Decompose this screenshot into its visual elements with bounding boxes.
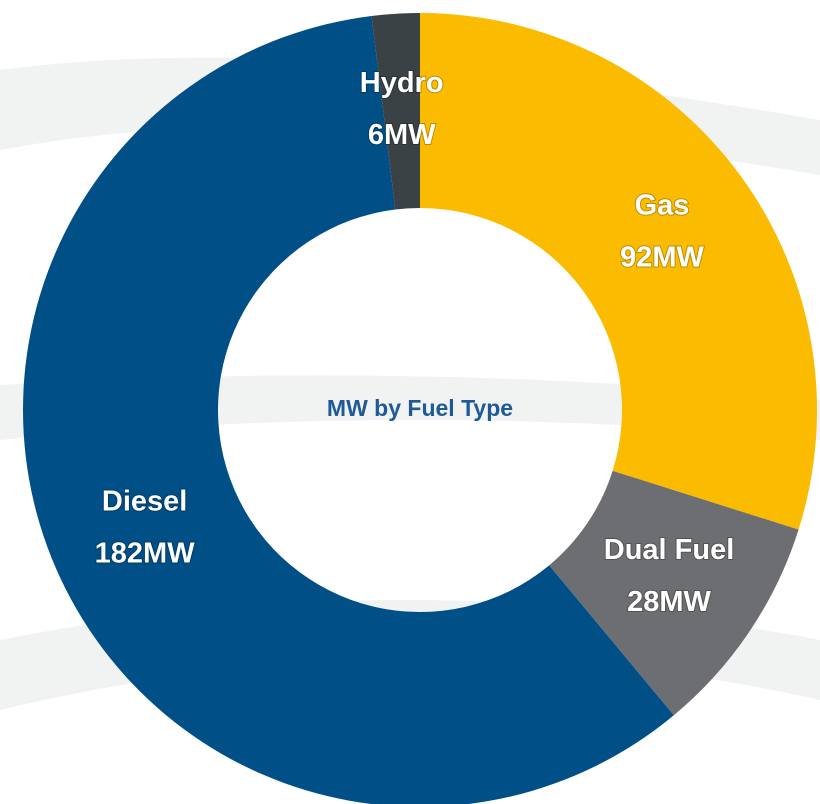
slice	[549, 470, 799, 716]
slice-name: Gas	[635, 189, 690, 221]
slice-value: 182MW	[95, 538, 196, 570]
slices	[23, 13, 817, 804]
chart-title: MW by Fuel Type	[327, 395, 513, 421]
slice-name: Diesel	[102, 486, 187, 518]
slice	[371, 13, 420, 210]
slice-value: 6MW	[368, 119, 436, 151]
slice	[420, 13, 817, 530]
slice-value: 28MW	[627, 586, 711, 618]
slice-value: 92MW	[620, 241, 704, 273]
slice-name: Hydro	[360, 67, 444, 99]
slice	[23, 15, 674, 804]
labels: Gas 92MW Dual Fuel 28MW Diesel 182MW Hydro 6MW	[94, 66, 736, 619]
slice-name: Dual Fuel	[604, 534, 735, 566]
